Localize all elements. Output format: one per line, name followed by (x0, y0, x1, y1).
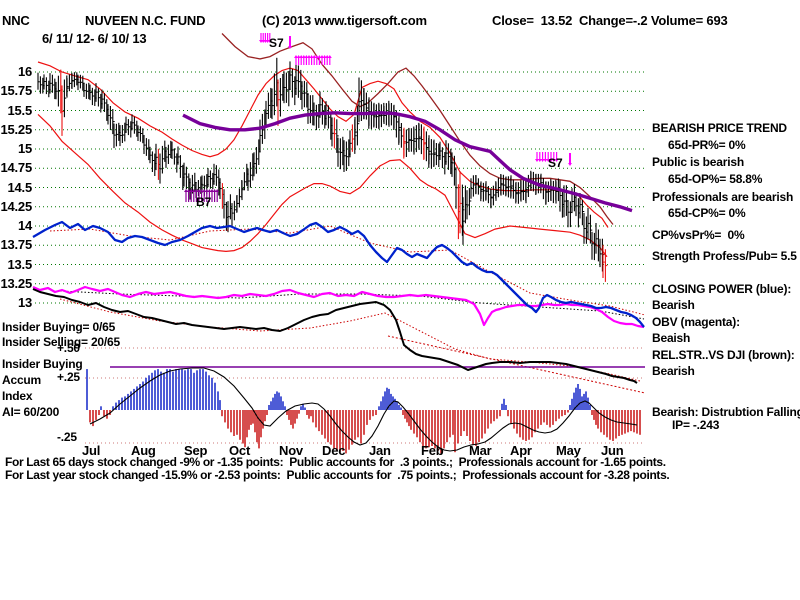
right-panel-line: 65d-OP%= 58.8% (668, 172, 763, 186)
right-panel-line: OBV (magenta): (652, 315, 740, 329)
y-axis-label: 14.75 (0, 160, 32, 176)
y-axis-label: 15.25 (0, 121, 32, 137)
y-axis-label: 15.5 (7, 102, 32, 118)
signal-s7-top (259, 33, 292, 49)
signal-s7-right (535, 152, 572, 166)
signal-label-s7-top: S7 (269, 36, 284, 50)
month-label-may: May (556, 443, 581, 458)
y-axis-label: 15.75 (0, 83, 32, 99)
y-axis-label: 14.25 (0, 198, 32, 214)
right-panel-line: Strength Profess/Pub= 5.5 (652, 249, 797, 263)
y-axis-label: 13.25 (0, 275, 32, 291)
y-axis-label: 13 (17, 295, 32, 310)
copyright-text: (C) 2013 www.tigersoft.com (262, 13, 427, 28)
accum-index-histogram (86, 369, 641, 454)
price-bars (37, 57, 608, 282)
left-label: Index (2, 389, 33, 403)
left-label: Insider Selling= 20/65 (2, 335, 120, 349)
right-panel-line: BEARISH PRICE TREND (652, 121, 787, 135)
month-label-jul: Jul (82, 443, 101, 458)
month-label-apr: Apr (510, 443, 532, 458)
left-label: +.50 (57, 341, 80, 355)
left-label: AI= 60/200 (2, 405, 60, 419)
ticker-symbol: NNC (2, 13, 30, 28)
right-panel-line: Public is bearish (652, 155, 744, 169)
left-label: -.25 (57, 430, 77, 444)
month-label-jan: Jan (369, 443, 391, 458)
right-panel-line: IP= -.243 (672, 418, 720, 432)
right-panel-line: Professionals are bearish (652, 190, 794, 204)
month-label-oct: Oct (229, 443, 251, 458)
right-panel-line: Bearish (652, 364, 695, 378)
purple-ma-line (182, 111, 633, 213)
y-axis-label: 14.5 (7, 179, 32, 195)
left-label: Insider Buying (2, 357, 83, 371)
closing-power-line (32, 220, 645, 328)
date-range: 6/ 11/ 12- 6/ 10/ 13 (42, 31, 147, 46)
y-axis-label: 13.75 (0, 237, 32, 253)
footer-65day-summary: For Last 65 days stock changed -9% or -1… (5, 455, 666, 469)
left-label: Accum (2, 373, 42, 387)
right-panel-line: Bearish: Distrubtion Falling (652, 405, 800, 419)
y-axis-label: 13.5 (7, 256, 32, 272)
indicator-dotted-mas (49, 225, 646, 394)
obv-line (32, 285, 645, 329)
y-axis-label: 16 (17, 64, 32, 79)
month-label-feb: Feb (421, 443, 444, 458)
quote-summary: Close= 13.52 Change=-.2 Volume= 693 (492, 13, 728, 28)
left-label: +.25 (57, 370, 80, 384)
accum-gridlines (85, 347, 645, 444)
signal-label-s7-right: S7 (548, 156, 563, 170)
right-panel-line: CP%vsPr%= 0% (652, 228, 745, 242)
month-label-mar: Mar (469, 443, 492, 458)
right-panel-line: CLOSING POWER (blue): (652, 282, 792, 296)
month-label-jun: Jun (601, 443, 624, 458)
right-panel-line: REL.STR..VS DJI (brown): (652, 348, 795, 362)
fund-name: NUVEEN N.C. FUND (85, 13, 206, 28)
month-label-sep: Sep (184, 443, 208, 458)
left-label: Insider Buying= 0/65 (2, 320, 116, 334)
month-label-dec: Dec (322, 443, 346, 458)
right-panel-line: 65d-CP%= 0% (668, 206, 746, 220)
relative-strength-line (32, 288, 638, 384)
signal-hash-row (294, 55, 332, 65)
month-label-nov: Nov (279, 443, 303, 458)
signal-b7 (184, 189, 220, 202)
right-panel-line: Beaish (652, 331, 691, 345)
signal-label-b7: B7 (196, 195, 212, 209)
right-panel-line: 65d-PR%= 0% (668, 138, 746, 152)
footer-year-summary: For Last year stock changed -15.9% or -2… (5, 468, 670, 482)
y-axis-label: 14 (17, 218, 32, 233)
accum-ma-line (89, 367, 638, 452)
right-panel-line: Bearish (652, 298, 695, 312)
month-label-aug: Aug (131, 443, 156, 458)
price-bands (37, 33, 614, 258)
y-axis-label: 15 (17, 141, 32, 156)
